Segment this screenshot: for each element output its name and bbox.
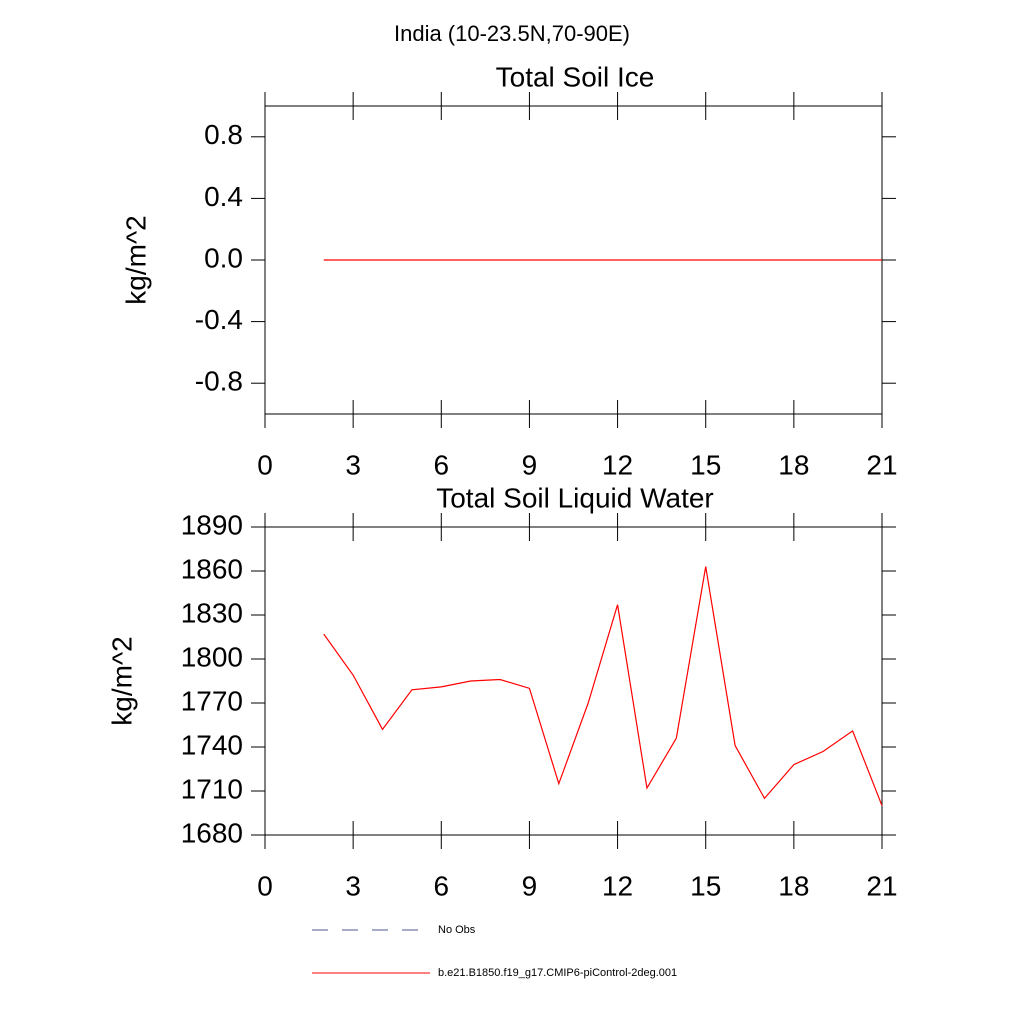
x-tick-label: 9 [522, 870, 538, 901]
x-tick-label: 6 [433, 449, 449, 480]
y-tick-label: 1770 [181, 685, 243, 716]
y-tick-label: 1710 [181, 773, 243, 804]
x-tick-label: 0 [257, 449, 273, 480]
y-tick-label: -0.4 [195, 304, 243, 335]
y-tick-label: 0.8 [204, 119, 243, 150]
x-tick-label: 9 [522, 449, 538, 480]
y-tick-label: 1740 [181, 729, 243, 760]
x-tick-label: 21 [866, 870, 897, 901]
x-tick-label: 18 [778, 870, 809, 901]
chart-title: Total Soil Ice [496, 61, 655, 92]
data-line [323, 566, 883, 806]
y-tick-label: -0.8 [195, 366, 243, 397]
y-tick-label: 1890 [181, 509, 243, 540]
x-tick-label: 3 [345, 449, 361, 480]
y-axis-label: kg/m^2 [120, 215, 151, 304]
y-tick-label: 1860 [181, 553, 243, 584]
x-tick-label: 21 [866, 449, 897, 480]
legend-label: b.e21.B1850.f19_g17.CMIP6-piControl-2deg… [438, 967, 677, 979]
plot-frame [264, 526, 883, 836]
x-tick-label: 6 [433, 870, 449, 901]
x-tick-label: 12 [602, 449, 633, 480]
x-tick-label: 15 [690, 870, 721, 901]
y-tick-label: 1830 [181, 597, 243, 628]
x-tick-label: 0 [257, 870, 273, 901]
y-tick-label: 0.0 [204, 242, 243, 273]
y-tick-label: 1680 [181, 817, 243, 848]
x-tick-label: 3 [345, 870, 361, 901]
y-tick-label: 0.4 [204, 181, 243, 212]
chart-title: Total Soil Liquid Water [436, 482, 714, 513]
figure-title: India (10-23.5N,70-90E) [394, 21, 630, 46]
x-tick-label: 12 [602, 870, 633, 901]
y-tick-label: 1800 [181, 641, 243, 672]
x-tick-label: 18 [778, 449, 809, 480]
legend-label: No Obs [438, 924, 476, 936]
y-axis-label: kg/m^2 [106, 636, 137, 725]
x-tick-label: 15 [690, 449, 721, 480]
